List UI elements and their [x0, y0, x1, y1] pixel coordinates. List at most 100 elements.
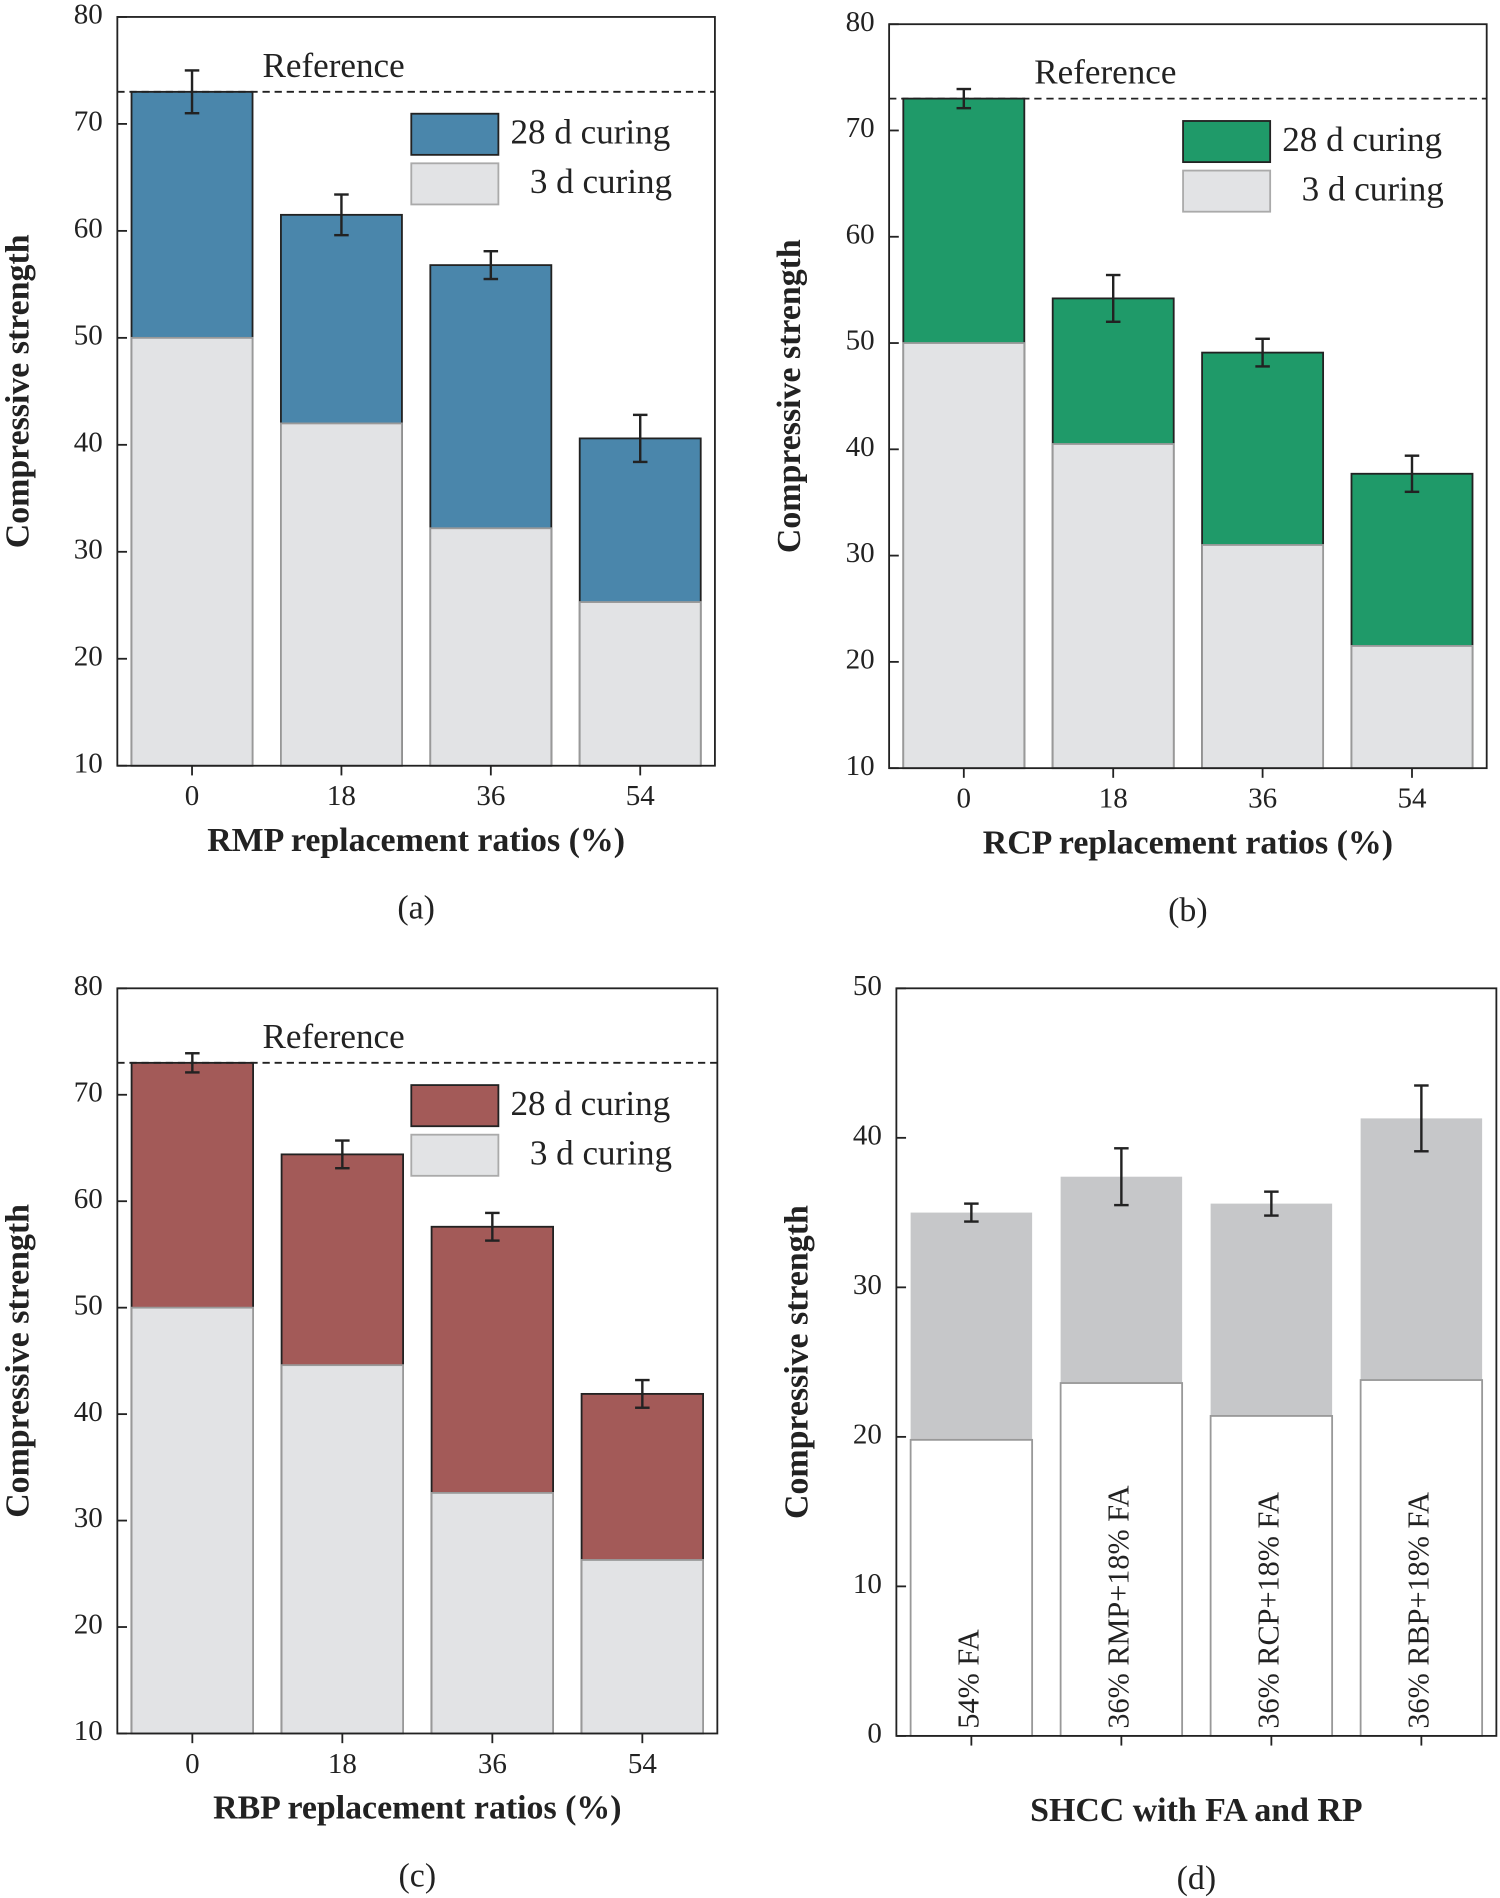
y-tick-label: 20 — [74, 1609, 103, 1641]
error-bar — [483, 249, 499, 281]
y-tick-label: 80 — [74, 0, 103, 31]
error-bar — [485, 1211, 500, 1242]
bar — [1059, 1382, 1184, 1737]
bar — [280, 422, 403, 767]
category-label: 36% RMP+18% FA — [1101, 1485, 1135, 1728]
reference-label: Reference — [263, 1017, 405, 1056]
x-tick-label: 54 — [1397, 782, 1427, 814]
y-tick-label: 30 — [74, 1502, 103, 1534]
x-axis-label: RCP replacement ratios (%) — [983, 824, 1393, 861]
y-tick-label: 80 — [846, 6, 875, 38]
error-bar — [334, 193, 349, 237]
y-tick-label: 70 — [846, 112, 875, 144]
panel: 10 20 30 40 50 60 70 80 0 18 36 54 Reference 28 d cur… — [0, 970, 719, 1894]
y-tick-label: 20 — [853, 1419, 882, 1451]
y-tick-label: 10 — [74, 747, 103, 779]
y-axis-label: Compressive strength — [0, 234, 36, 548]
bar — [430, 1491, 554, 1735]
category-label: 54% FA — [951, 1629, 985, 1729]
legend-swatch — [410, 112, 500, 156]
legend-swatch — [410, 162, 500, 206]
y-tick-label: 30 — [74, 533, 103, 565]
y-tick-label: 40 — [74, 1396, 103, 1428]
x-tick-label: 0 — [185, 1748, 200, 1780]
y-tick-label: 50 — [846, 325, 875, 357]
y-tick-label: 20 — [74, 640, 103, 672]
x-tick-label: 54 — [628, 1748, 658, 1780]
y-tick-label: 60 — [846, 218, 875, 250]
y-tick-label: 10 — [846, 750, 875, 782]
bar — [1051, 443, 1175, 770]
panel: 10 20 30 40 50 60 70 80 0 18 36 54 Reference 28 d cur… — [0, 0, 716, 927]
x-axis-label: RBP replacement ratios (%) — [213, 1790, 621, 1827]
bar — [580, 1559, 704, 1735]
y-axis-label: Compressive strength — [771, 239, 808, 553]
reference-label: Reference — [263, 46, 405, 85]
x-tick-label: 18 — [1099, 782, 1128, 814]
y-tick-label: 40 — [846, 431, 875, 463]
caption: (c) — [399, 1857, 437, 1894]
y-tick-label: 60 — [74, 1183, 103, 1215]
y-tick-label: 40 — [853, 1119, 882, 1151]
legend-swatch — [1182, 169, 1272, 213]
error-bar — [964, 1202, 979, 1223]
y-axis-label: Compressive strength — [778, 1205, 815, 1519]
legend-swatch — [410, 1084, 500, 1128]
bar — [130, 336, 254, 767]
panel: 10 20 30 40 50 60 70 80 0 18 36 54 Reference 28 d cur… — [771, 6, 1488, 929]
error-bar — [1105, 273, 1121, 323]
caption: (b) — [1168, 892, 1207, 929]
legend-label: 28 d curing — [1282, 120, 1442, 159]
plot-frame — [116, 987, 719, 1735]
bar — [429, 527, 553, 767]
bar — [578, 601, 702, 767]
error-bar — [632, 413, 648, 464]
legend-swatch — [410, 1133, 500, 1177]
bar — [1209, 1415, 1334, 1737]
x-tick-label: 18 — [327, 780, 356, 812]
caption: (d) — [1177, 1860, 1216, 1897]
x-tick-label: 0 — [185, 780, 200, 812]
reference-label: Reference — [1034, 53, 1176, 92]
y-tick-label: 50 — [74, 320, 103, 352]
y-tick-label: 10 — [74, 1715, 103, 1747]
x-axis-label: SHCC with FA and RP — [1030, 1792, 1362, 1829]
legend-label: 28 d curing — [510, 1084, 670, 1123]
y-tick-label: 50 — [853, 970, 882, 1002]
y-tick-label: 70 — [74, 106, 103, 138]
panel: 0 10 20 30 40 50 54% FA 36% RMP+18% FA 36% RCP+1… — [778, 970, 1498, 1897]
y-axis-label: Compressive strength — [0, 1204, 36, 1518]
legend-label: 28 d curing — [510, 113, 670, 152]
y-tick-label: 0 — [867, 1718, 882, 1750]
error-bar — [1255, 337, 1270, 368]
plot-frame — [116, 16, 716, 767]
legend-label: 3 d curing — [530, 162, 672, 201]
error-bar — [1264, 1190, 1279, 1217]
y-tick-label: 10 — [853, 1568, 882, 1600]
legend-swatch — [1182, 120, 1272, 164]
y-tick-label: 20 — [846, 644, 875, 676]
bar — [1350, 645, 1474, 770]
y-tick-label: 30 — [846, 537, 875, 569]
x-tick-label: 18 — [328, 1748, 357, 1780]
y-tick-label: 80 — [74, 970, 103, 1002]
x-tick-label: 36 — [476, 780, 505, 812]
x-tick-label: 36 — [1248, 782, 1277, 814]
y-tick-label: 60 — [74, 213, 103, 245]
caption: (a) — [397, 890, 435, 927]
bar — [1201, 544, 1325, 770]
y-tick-label: 70 — [74, 1076, 103, 1108]
error-bar — [1414, 1084, 1429, 1153]
y-tick-label: 30 — [853, 1269, 882, 1301]
plot-frame — [895, 987, 1498, 1737]
y-tick-label: 40 — [74, 426, 103, 458]
error-bar — [635, 1378, 650, 1409]
x-axis-label: RMP replacement ratios (%) — [207, 822, 625, 859]
bar — [1359, 1379, 1484, 1737]
legend-label: 3 d curing — [1302, 169, 1444, 208]
error-bar — [1114, 1147, 1129, 1207]
legend-label: 3 d curing — [530, 1134, 672, 1173]
x-tick-label: 54 — [626, 780, 656, 812]
y-tick-label: 50 — [74, 1289, 103, 1321]
